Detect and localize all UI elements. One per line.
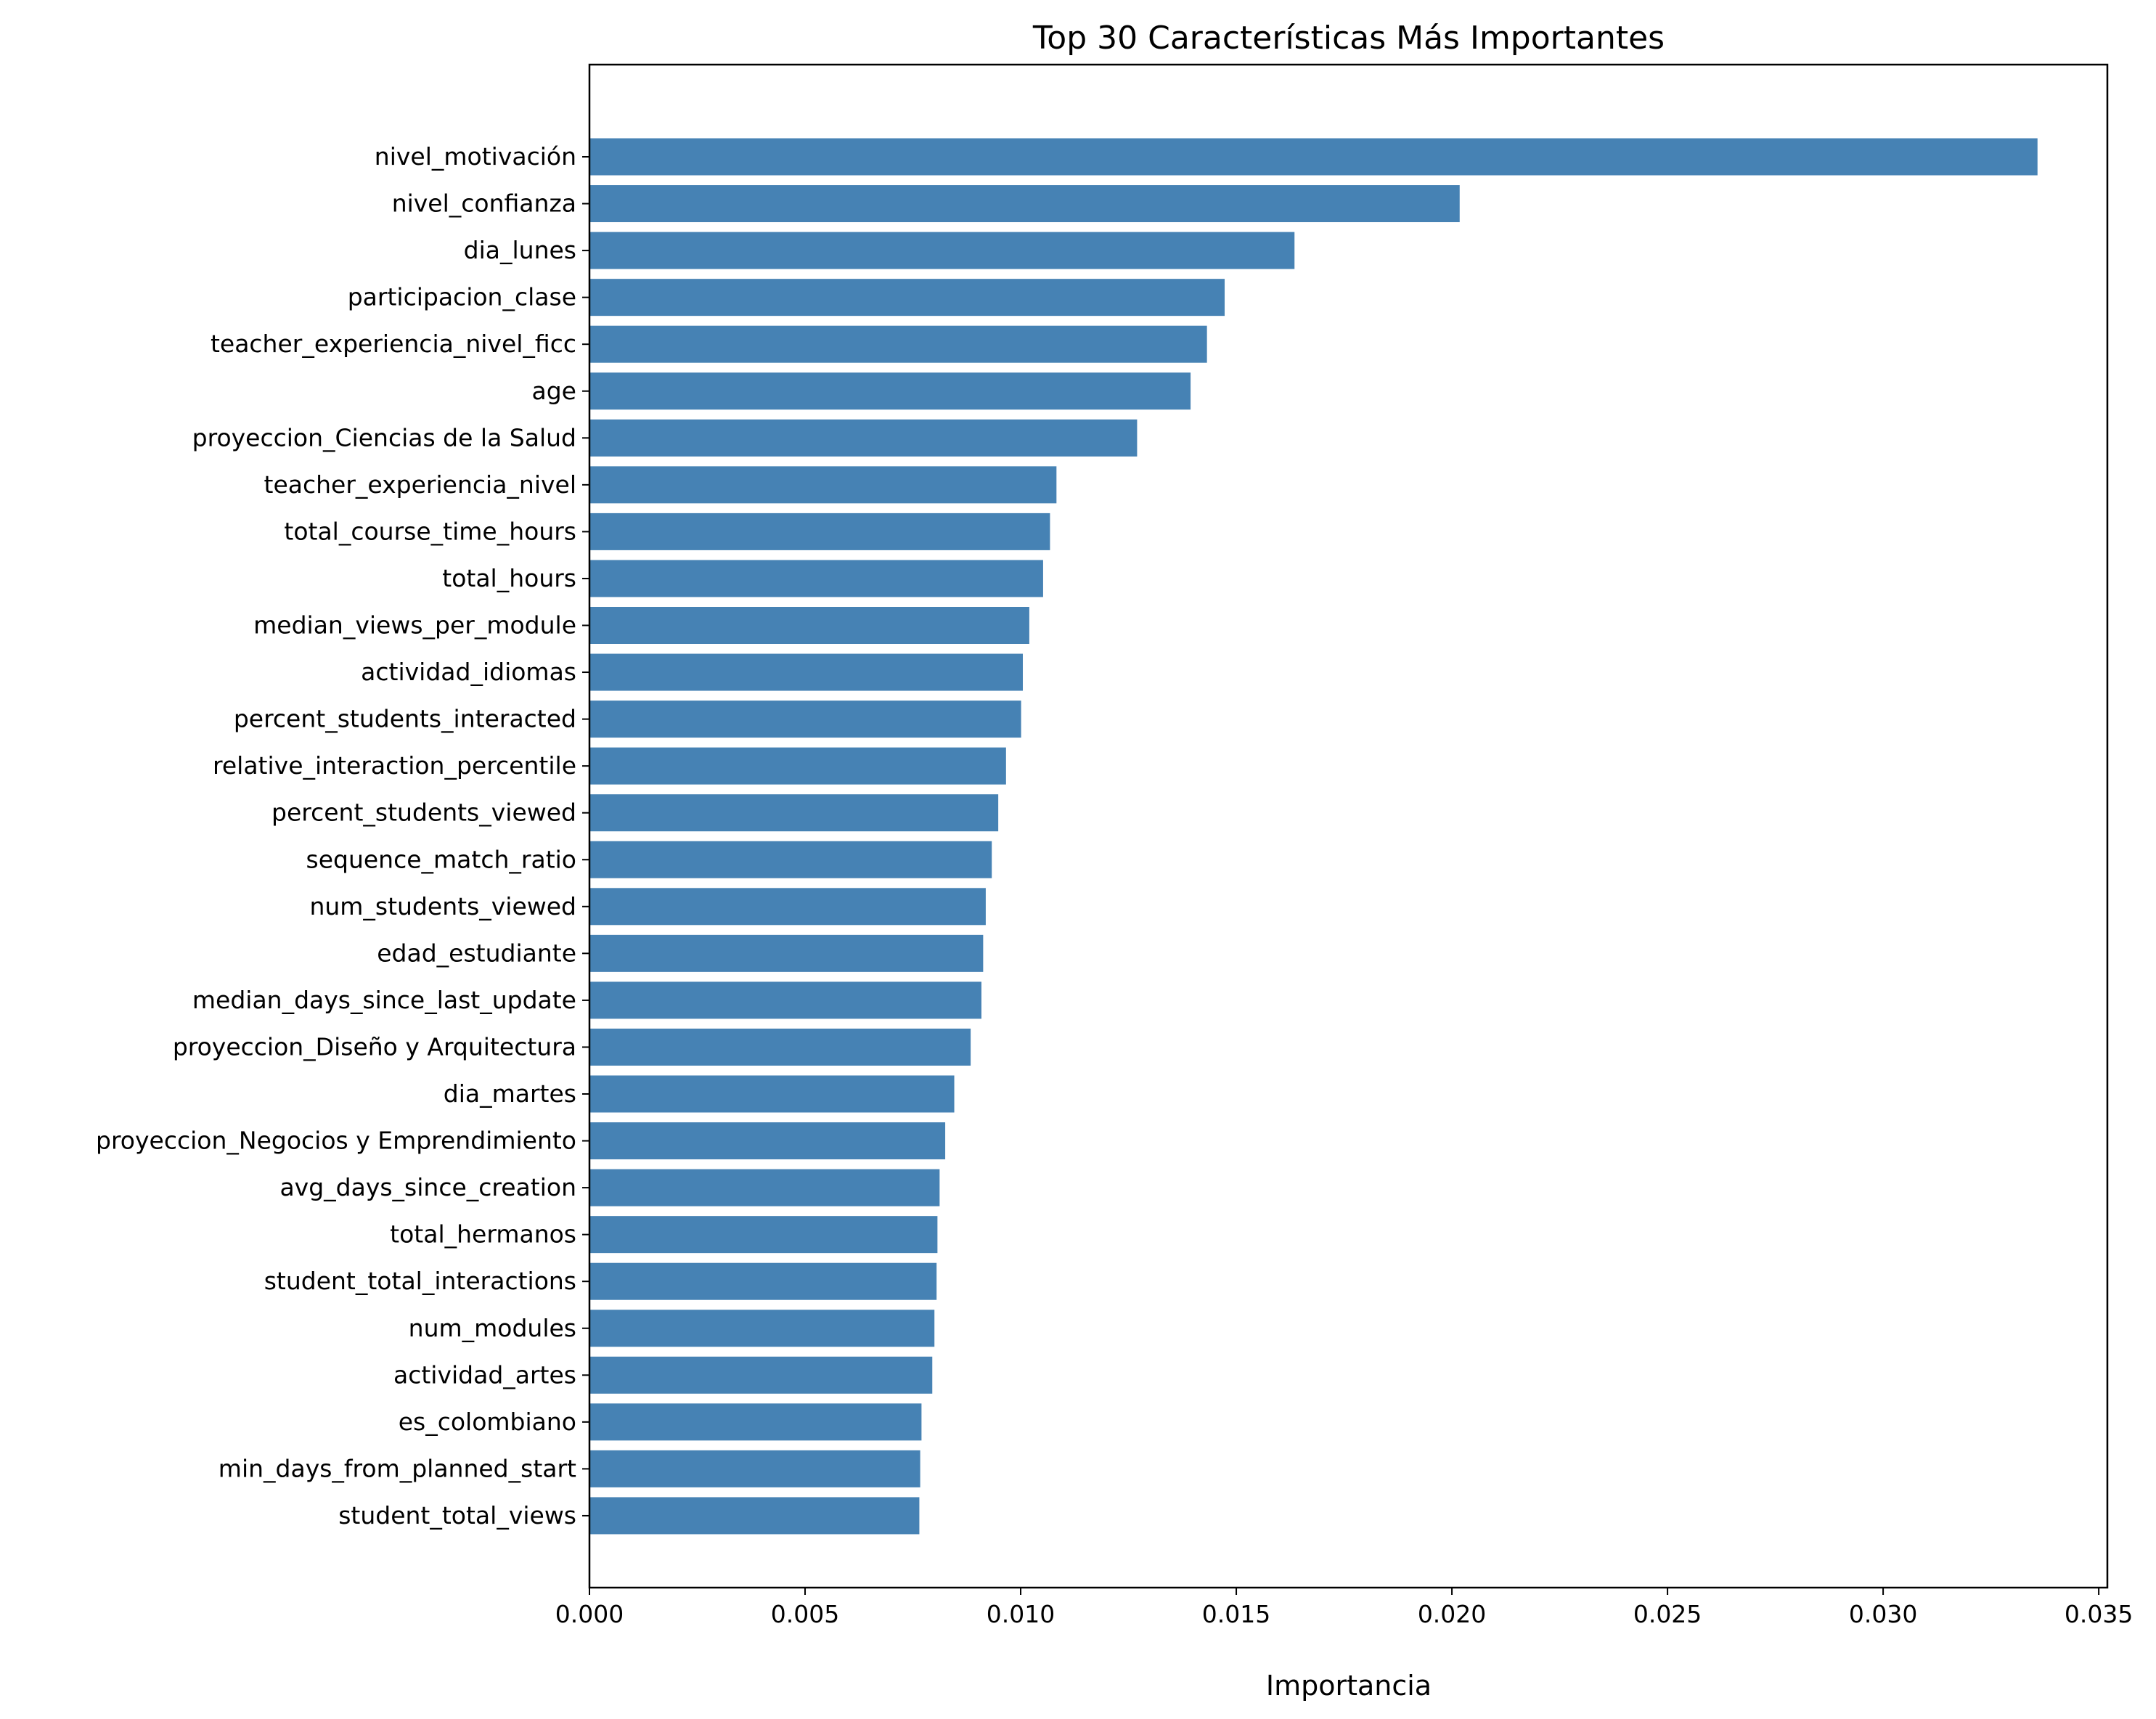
bar-24 <box>589 1262 937 1300</box>
x-tick-label-5: 0.025 <box>1633 1600 1702 1628</box>
y-tick-label-6: proyeccion_Ciencias de la Salud <box>192 423 576 452</box>
x-tick-label-2: 0.010 <box>987 1600 1055 1628</box>
y-tick-label-29: student_total_views <box>338 1501 576 1530</box>
bar-6 <box>589 419 1138 457</box>
y-tick-label-15: sequence_match_ratio <box>306 845 576 873</box>
bar-27 <box>589 1403 922 1441</box>
bar-1 <box>589 185 1460 223</box>
y-tick-label-2: dia_lunes <box>464 236 576 264</box>
bar-12 <box>589 701 1021 738</box>
bar-20 <box>589 1075 955 1113</box>
y-tick-label-17: edad_estudiante <box>377 939 576 967</box>
bar-19 <box>589 1028 971 1066</box>
y-tick-label-28: min_days_from_planned_start <box>219 1454 576 1482</box>
bar-15 <box>589 841 992 878</box>
bar-0 <box>589 138 2038 176</box>
bar-13 <box>589 747 1006 785</box>
bar-25 <box>589 1310 935 1347</box>
x-tick-label-7: 0.035 <box>2065 1600 2133 1628</box>
bar-28 <box>589 1450 920 1487</box>
bar-8 <box>589 513 1050 550</box>
bar-9 <box>589 560 1043 597</box>
y-tick-label-4: teacher_experiencia_nivel_ficc <box>211 330 576 358</box>
bar-26 <box>589 1356 933 1394</box>
y-tick-label-7: teacher_experiencia_nivel <box>264 470 576 499</box>
bar-2 <box>589 232 1295 269</box>
y-tick-label-16: num_students_viewed <box>309 892 576 920</box>
y-tick-label-22: avg_days_since_creation <box>279 1173 576 1201</box>
x-tick-label-0: 0.000 <box>555 1600 624 1628</box>
x-tick-label-3: 0.015 <box>1202 1600 1270 1628</box>
bar-4 <box>589 325 1207 363</box>
y-tick-label-11: actividad_idiomas <box>361 658 576 686</box>
y-tick-label-0: nivel_motivación <box>375 142 576 171</box>
chart-title: Top 30 Características Más Importantes <box>1032 20 1665 57</box>
y-tick-label-23: total_hermanos <box>390 1220 576 1249</box>
y-tick-label-27: es_colombiano <box>399 1408 576 1436</box>
bar-5 <box>589 372 1191 410</box>
y-tick-label-18: median_days_since_last_update <box>192 986 576 1014</box>
bar-10 <box>589 607 1029 644</box>
y-tick-label-10: median_views_per_module <box>253 611 576 640</box>
bar-16 <box>589 888 986 926</box>
bar-18 <box>589 981 981 1019</box>
y-tick-label-8: total_course_time_hours <box>284 517 576 545</box>
y-tick-label-26: actividad_artes <box>393 1360 576 1389</box>
bar-14 <box>589 794 999 832</box>
plot-frame <box>588 63 2109 1589</box>
bar-29 <box>589 1497 920 1535</box>
bar-22 <box>589 1169 940 1206</box>
x-ticks: 0.000 0.005 0.010 0.015 0.020 0.025 0.030 0.035 <box>555 1588 2133 1628</box>
bar-3 <box>589 279 1225 317</box>
bars-group <box>589 138 2038 1535</box>
y-tick-label-21: proyeccion_Negocios y Emprendimiento <box>96 1127 576 1155</box>
y-tick-label-12: percent_students_interacted <box>234 705 576 733</box>
y-tick-label-5: age <box>532 377 576 405</box>
bar-7 <box>589 466 1057 504</box>
y-tick-label-1: nivel_confianza <box>392 189 576 218</box>
bar-23 <box>589 1216 938 1254</box>
x-tick-label-1: 0.005 <box>771 1600 839 1628</box>
y-tick-label-24: student_total_interactions <box>264 1267 576 1295</box>
bar-21 <box>589 1122 946 1160</box>
y-tick-label-25: num_modules <box>409 1314 576 1342</box>
y-tick-label-13: relative_interaction_percentile <box>213 751 576 780</box>
x-tick-label-6: 0.030 <box>1849 1600 1917 1628</box>
bar-17 <box>589 934 984 972</box>
y-tick-label-19: proyeccion_Diseño y Arquitectura <box>173 1032 576 1061</box>
y-tick-labels: nivel_motivación nivel_confianza dia_lunes… <box>96 142 589 1530</box>
x-axis-label: Importancia <box>1266 1670 1432 1702</box>
x-tick-label-4: 0.020 <box>1418 1600 1486 1628</box>
y-tick-label-9: total_hours <box>442 564 576 592</box>
bar-11 <box>589 653 1024 691</box>
y-tick-label-14: percent_students_viewed <box>271 799 576 827</box>
y-tick-label-3: participacion_clase <box>348 283 576 311</box>
y-tick-label-20: dia_martes <box>444 1079 576 1108</box>
